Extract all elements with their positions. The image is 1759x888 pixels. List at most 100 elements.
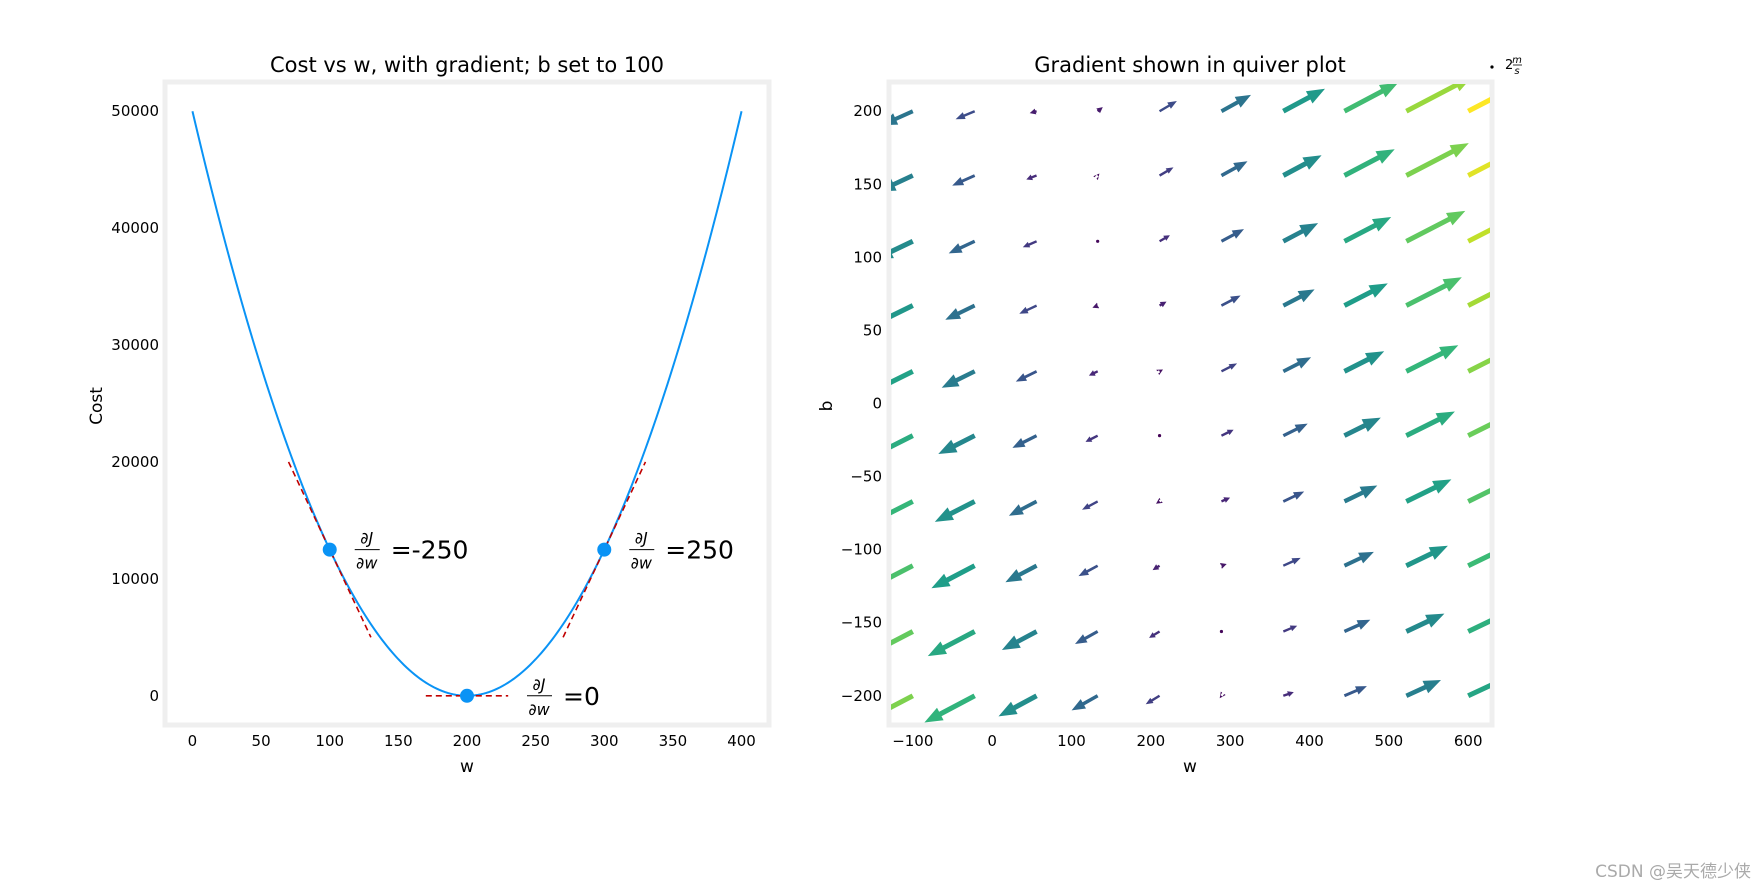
quiver-arrow — [1156, 497, 1163, 504]
quiver-arrow — [1405, 479, 1452, 504]
y-tick-label: 50 — [863, 321, 882, 339]
quiver-arrow — [1343, 619, 1371, 633]
y-tick-label: 20000 — [111, 453, 159, 471]
y-tick-label: −200 — [841, 687, 882, 705]
quiver-key-label: 2 — [1505, 58, 1513, 73]
quiver-arrow — [1221, 497, 1231, 503]
derivative-denominator: ∂w — [528, 700, 550, 719]
quiver-arrow — [1082, 500, 1099, 510]
quiver-chart: Gradient shown in quiver plot w b −100 0 1… — [817, 53, 1522, 777]
quiver-arrow — [1282, 423, 1308, 438]
quiver-arrow — [1467, 161, 1490, 178]
quiver-arrow — [1149, 630, 1161, 638]
quiver-arrow — [1158, 167, 1174, 177]
quiver-arrow — [1159, 301, 1167, 308]
x-tick-label: 500 — [1375, 732, 1404, 750]
tangent-line — [287, 461, 372, 638]
x-tick-label: 200 — [1137, 732, 1166, 750]
quiver-arrow — [891, 303, 914, 319]
quiver-arrow — [931, 563, 976, 589]
quiver-arrow — [891, 369, 914, 385]
quiver-chart-xlabel: w — [1183, 757, 1197, 777]
quiver-arrow — [1078, 564, 1099, 577]
quiver-arrow — [1282, 155, 1322, 178]
quiver-chart-title: Gradient shown in quiver plot — [1034, 53, 1346, 77]
quiver-arrow — [891, 629, 914, 646]
quiver-arrow — [1008, 499, 1038, 516]
x-tick-label: 0 — [987, 732, 997, 750]
gradient-point — [460, 688, 474, 703]
quiver-arrow — [1152, 564, 1161, 571]
quiver-arrow — [891, 109, 914, 125]
y-tick-label: 0 — [872, 395, 882, 413]
quiver-arrow — [948, 239, 976, 254]
quiver-arrow — [1343, 686, 1367, 698]
quiver-arrow — [1405, 545, 1448, 568]
quiver-arrow — [1015, 370, 1038, 382]
cost-chart-y-ticks: 0 10000 20000 30000 40000 50000 — [111, 102, 159, 705]
quiver-arrow — [1282, 491, 1305, 503]
derivative-numerator: ∂J — [360, 529, 373, 548]
quiver-arrow — [1282, 557, 1301, 567]
quiver-arrow — [1467, 487, 1490, 504]
x-tick-label: 100 — [315, 732, 344, 750]
quiver-arrow — [1220, 295, 1241, 307]
quiver-arrow — [1029, 108, 1037, 115]
quiver-arrow — [1012, 434, 1038, 448]
quiver-arrow — [1220, 429, 1234, 437]
quiver-arrow — [998, 693, 1038, 717]
y-tick-label: 150 — [853, 175, 882, 193]
derivative-value: =-250 — [391, 536, 469, 565]
quiver-arrow — [891, 499, 914, 516]
quiver-arrow — [1405, 210, 1466, 244]
quiver-arrow — [891, 239, 914, 259]
quiver-arrow — [1220, 94, 1251, 113]
quiver-arrow — [1075, 630, 1099, 644]
x-tick-label: 300 — [590, 732, 619, 750]
quiver-arrow — [1219, 691, 1226, 699]
quiver-arrow — [1071, 694, 1099, 711]
cost-chart-xlabel: w — [460, 757, 474, 777]
quiver-arrow — [1220, 229, 1244, 243]
quiver-arrow — [1282, 88, 1325, 114]
y-tick-label: 40000 — [111, 219, 159, 237]
quiver-arrow — [1156, 369, 1163, 375]
x-tick-label: 300 — [1216, 732, 1245, 750]
quiver-arrow — [927, 629, 976, 657]
quiver-arrow — [1343, 217, 1392, 244]
derivative-annotation: ∂J ∂w =0 — [527, 675, 600, 719]
quiver-arrow — [955, 110, 976, 120]
quiver-arrow — [1405, 680, 1441, 698]
quiver-arrow — [1096, 239, 1100, 243]
quiver-arrow — [1467, 552, 1490, 568]
quiver-arrow — [1282, 625, 1298, 633]
quiver-arrow — [1145, 694, 1161, 705]
quiver-arrow — [1005, 563, 1038, 583]
cost-chart-title: Cost vs w, with gradient; b set to 100 — [270, 53, 664, 77]
quiver-key-units-num: m — [1512, 55, 1522, 66]
quiver-arrow — [1467, 291, 1490, 308]
gradient-points — [322, 542, 612, 703]
x-tick-label: 150 — [384, 732, 413, 750]
quiver-arrow — [1405, 143, 1469, 178]
quiver-arrow — [1022, 240, 1038, 248]
quiver-arrow — [1405, 613, 1445, 634]
quiver-arrow — [1343, 485, 1378, 504]
derivative-annotation: ∂J ∂w =-250 — [354, 529, 469, 573]
quiver-arrow — [1282, 289, 1315, 308]
quiver-arrow — [1467, 682, 1490, 698]
quiver-chart-frame — [886, 79, 1495, 728]
x-tick-label: 50 — [252, 732, 271, 750]
quiver-arrow — [1467, 618, 1490, 634]
quiver-arrow — [891, 173, 914, 191]
quiver-arrow — [1405, 277, 1462, 308]
quiver-arrow — [945, 303, 976, 320]
quiver-arrow — [934, 499, 976, 522]
quiver-arrow — [1343, 84, 1398, 114]
quiver-arrows — [891, 84, 1490, 723]
y-tick-label: −50 — [850, 468, 882, 486]
y-tick-label: −100 — [841, 541, 882, 559]
quiver-arrow — [1157, 434, 1162, 438]
x-tick-label: 400 — [1295, 732, 1324, 750]
